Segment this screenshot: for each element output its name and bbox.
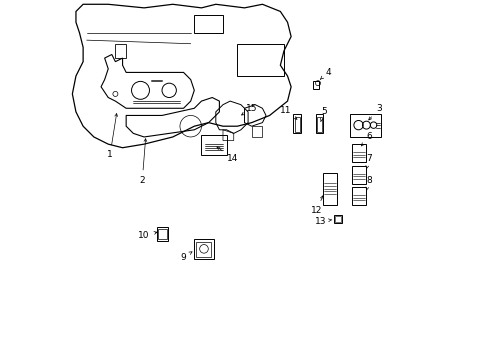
Bar	[194, 239, 214, 259]
Text: 2: 2	[139, 139, 146, 185]
Bar	[351, 144, 365, 162]
Text: 7: 7	[365, 154, 371, 169]
Bar	[351, 166, 365, 184]
Text: 11: 11	[279, 105, 296, 119]
Bar	[293, 114, 301, 134]
Bar	[115, 44, 126, 58]
Text: 13: 13	[314, 217, 331, 226]
Bar	[237, 44, 284, 76]
Text: 12: 12	[311, 196, 323, 215]
Bar	[194, 15, 223, 33]
Bar	[317, 117, 321, 132]
Bar	[316, 114, 323, 134]
Text: 5: 5	[320, 107, 326, 122]
Text: 15: 15	[241, 104, 257, 115]
Bar	[294, 117, 299, 132]
Bar	[351, 187, 365, 205]
Text: 1: 1	[107, 113, 117, 159]
Bar	[349, 114, 380, 137]
Text: 8: 8	[365, 176, 371, 190]
Bar	[196, 242, 211, 257]
Bar	[201, 135, 226, 155]
Bar	[156, 226, 168, 241]
Text: 10: 10	[138, 231, 157, 240]
Text: 14: 14	[217, 147, 238, 163]
Text: 9: 9	[180, 252, 192, 262]
Text: 3: 3	[368, 104, 381, 120]
Bar	[333, 215, 341, 223]
Text: 4: 4	[320, 68, 330, 79]
Bar	[335, 216, 340, 222]
Bar	[158, 229, 166, 239]
Bar	[323, 173, 336, 205]
Text: 6: 6	[361, 132, 371, 146]
Bar	[312, 81, 319, 89]
